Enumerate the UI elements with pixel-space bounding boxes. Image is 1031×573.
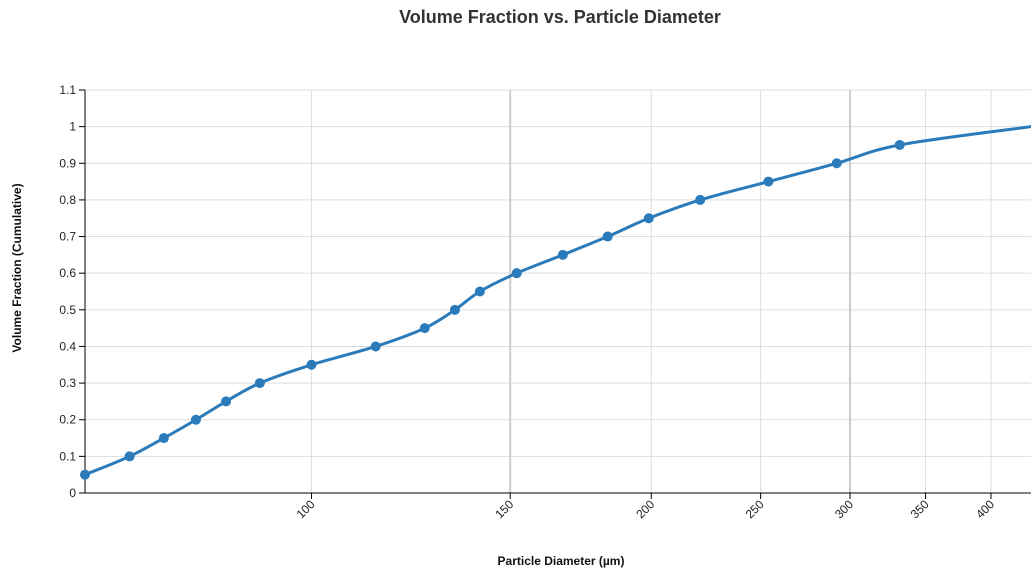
data-point[interactable] bbox=[695, 194, 706, 205]
x-tick-label: 300 bbox=[832, 497, 856, 521]
data-point[interactable] bbox=[474, 286, 485, 297]
series-line bbox=[83, 125, 1031, 477]
x-tick-label: 150 bbox=[492, 497, 516, 521]
y-tick-label: 1.1 bbox=[59, 83, 76, 97]
data-point[interactable] bbox=[221, 396, 232, 407]
data-point[interactable] bbox=[894, 139, 905, 150]
y-tick-label: 0.3 bbox=[59, 376, 76, 390]
data-point[interactable] bbox=[602, 231, 613, 242]
y-tick-label: 0.8 bbox=[59, 193, 76, 207]
y-tick-label: 0.4 bbox=[59, 339, 76, 353]
data-point[interactable] bbox=[158, 433, 169, 444]
y-tick-label: 0 bbox=[69, 486, 76, 500]
y-axis-label: Volume Fraction (Cumulative) bbox=[10, 183, 24, 352]
data-point[interactable] bbox=[190, 414, 201, 425]
grid bbox=[85, 89, 1031, 494]
data-point[interactable] bbox=[831, 158, 842, 169]
y-tick-label: 0.9 bbox=[59, 156, 76, 170]
data-point[interactable] bbox=[370, 341, 381, 352]
data-point[interactable] bbox=[80, 469, 90, 480]
y-tick-label: 0.5 bbox=[59, 303, 76, 317]
y-tick-label: 0.2 bbox=[59, 413, 76, 427]
y-tick-label: 1 bbox=[69, 120, 76, 134]
data-point[interactable] bbox=[643, 213, 654, 224]
y-tick-label: 0.7 bbox=[59, 230, 76, 244]
x-axis-label: Particle Diameter (µm) bbox=[498, 554, 625, 568]
data-point[interactable] bbox=[511, 268, 522, 279]
x-tick-label: 350 bbox=[908, 497, 932, 521]
data-point[interactable] bbox=[124, 451, 135, 462]
series bbox=[80, 125, 1031, 480]
y-tick-label: 0.1 bbox=[59, 449, 76, 463]
x-tick-label: 200 bbox=[633, 497, 657, 521]
data-point[interactable] bbox=[306, 359, 317, 370]
data-point[interactable] bbox=[419, 323, 430, 334]
data-point[interactable] bbox=[254, 378, 265, 389]
data-point[interactable] bbox=[763, 176, 774, 187]
y-tick-label: 0.6 bbox=[59, 266, 76, 280]
data-point[interactable] bbox=[557, 249, 568, 260]
x-tick-label: 250 bbox=[743, 497, 767, 521]
x-tick-label: 100 bbox=[294, 497, 318, 521]
chart-title: Volume Fraction vs. Particle Diameter bbox=[399, 7, 721, 27]
data-point[interactable] bbox=[449, 304, 460, 315]
x-tick-label: 400 bbox=[973, 497, 997, 521]
